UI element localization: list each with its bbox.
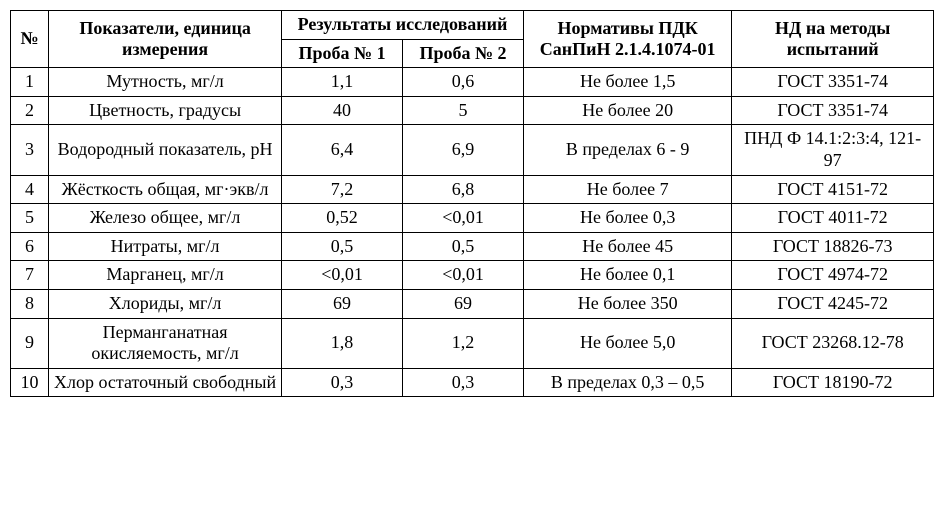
- cell-indicator: Марганец, мг/л: [49, 261, 282, 290]
- table-row: 7Марганец, мг/л<0,01<0,01Не более 0,1ГОС…: [11, 261, 934, 290]
- cell-num: 1: [11, 68, 49, 97]
- table-row: 6Нитраты, мг/л0,50,5Не более 45ГОСТ 1882…: [11, 232, 934, 261]
- cell-num: 9: [11, 318, 49, 368]
- cell-indicator: Мутность, мг/л: [49, 68, 282, 97]
- cell-num: 2: [11, 96, 49, 125]
- cell-p1: 69: [282, 289, 403, 318]
- cell-nd: ГОСТ 3351-74: [732, 68, 934, 97]
- table-row: 8Хлориды, мг/л6969Не более 350ГОСТ 4245-…: [11, 289, 934, 318]
- cell-p2: 0,6: [403, 68, 524, 97]
- cell-norm: Не более 7: [524, 175, 732, 204]
- cell-p2: <0,01: [403, 204, 524, 233]
- cell-norm: Не более 45: [524, 232, 732, 261]
- cell-indicator: Хлор остаточный свободный: [49, 368, 282, 397]
- cell-norm: Не более 0,1: [524, 261, 732, 290]
- cell-indicator: Хлориды, мг/л: [49, 289, 282, 318]
- cell-norm: Не более 0,3: [524, 204, 732, 233]
- col-header-num: №: [11, 11, 49, 68]
- cell-norm: В пределах 6 - 9: [524, 125, 732, 175]
- cell-p1: 40: [282, 96, 403, 125]
- cell-nd: ГОСТ 4245-72: [732, 289, 934, 318]
- water-analysis-table: № Показатели, единица измерения Результа…: [10, 10, 934, 397]
- cell-nd: ГОСТ 3351-74: [732, 96, 934, 125]
- cell-indicator: Перманганатная окисляемость, мг/л: [49, 318, 282, 368]
- cell-nd: ГОСТ 23268.12-78: [732, 318, 934, 368]
- cell-norm: Не более 5,0: [524, 318, 732, 368]
- cell-p1: 0,5: [282, 232, 403, 261]
- cell-num: 7: [11, 261, 49, 290]
- cell-nd: ГОСТ 18190-72: [732, 368, 934, 397]
- table-row: 5Железо общее, мг/л0,52<0,01Не более 0,3…: [11, 204, 934, 233]
- cell-indicator: Нитраты, мг/л: [49, 232, 282, 261]
- cell-norm: В пределах 0,3 – 0,5: [524, 368, 732, 397]
- cell-num: 10: [11, 368, 49, 397]
- cell-p1: 6,4: [282, 125, 403, 175]
- cell-norm: Не более 20: [524, 96, 732, 125]
- table-body: 1Мутность, мг/л1,10,6Не более 1,5ГОСТ 33…: [11, 68, 934, 397]
- cell-num: 8: [11, 289, 49, 318]
- cell-indicator: Жёсткость общая, мг·экв/л: [49, 175, 282, 204]
- cell-norm: Не более 350: [524, 289, 732, 318]
- table-row: 9Перманганатная окисляемость, мг/л1,81,2…: [11, 318, 934, 368]
- col-header-nd: НД на методы испытаний: [732, 11, 934, 68]
- col-header-probe1: Проба № 1: [282, 39, 403, 68]
- table-row: 1Мутность, мг/л1,10,6Не более 1,5ГОСТ 33…: [11, 68, 934, 97]
- col-header-norms: Нормативы ПДК СанПиН 2.1.4.1074-01: [524, 11, 732, 68]
- cell-num: 4: [11, 175, 49, 204]
- cell-p2: 5: [403, 96, 524, 125]
- cell-num: 5: [11, 204, 49, 233]
- cell-nd: ПНД Ф 14.1:2:3:4, 121-97: [732, 125, 934, 175]
- cell-norm: Не более 1,5: [524, 68, 732, 97]
- cell-p2: 1,2: [403, 318, 524, 368]
- cell-p1: 0,52: [282, 204, 403, 233]
- cell-p1: 1,8: [282, 318, 403, 368]
- cell-nd: ГОСТ 18826-73: [732, 232, 934, 261]
- table-row: 3Водородный показатель, pH6,46,9В предел…: [11, 125, 934, 175]
- table-header: № Показатели, единица измерения Результа…: [11, 11, 934, 68]
- col-header-indicator: Показатели, единица измерения: [49, 11, 282, 68]
- cell-indicator: Водородный показатель, pH: [49, 125, 282, 175]
- cell-p2: 69: [403, 289, 524, 318]
- table-row: 10Хлор остаточный свободный0,30,3В преде…: [11, 368, 934, 397]
- table-row: 4Жёсткость общая, мг·экв/л7,26,8Не более…: [11, 175, 934, 204]
- table-row: 2Цветность, градусы405Не более 20ГОСТ 33…: [11, 96, 934, 125]
- cell-indicator: Цветность, градусы: [49, 96, 282, 125]
- cell-p2: 6,8: [403, 175, 524, 204]
- cell-p1: <0,01: [282, 261, 403, 290]
- col-header-probe2: Проба № 2: [403, 39, 524, 68]
- cell-p1: 7,2: [282, 175, 403, 204]
- cell-nd: ГОСТ 4011-72: [732, 204, 934, 233]
- cell-num: 3: [11, 125, 49, 175]
- cell-p1: 0,3: [282, 368, 403, 397]
- cell-p1: 1,1: [282, 68, 403, 97]
- cell-p2: <0,01: [403, 261, 524, 290]
- cell-num: 6: [11, 232, 49, 261]
- cell-nd: ГОСТ 4151-72: [732, 175, 934, 204]
- cell-p2: 0,5: [403, 232, 524, 261]
- cell-indicator: Железо общее, мг/л: [49, 204, 282, 233]
- cell-p2: 6,9: [403, 125, 524, 175]
- cell-nd: ГОСТ 4974-72: [732, 261, 934, 290]
- col-header-results: Результаты исследований: [282, 11, 524, 40]
- cell-p2: 0,3: [403, 368, 524, 397]
